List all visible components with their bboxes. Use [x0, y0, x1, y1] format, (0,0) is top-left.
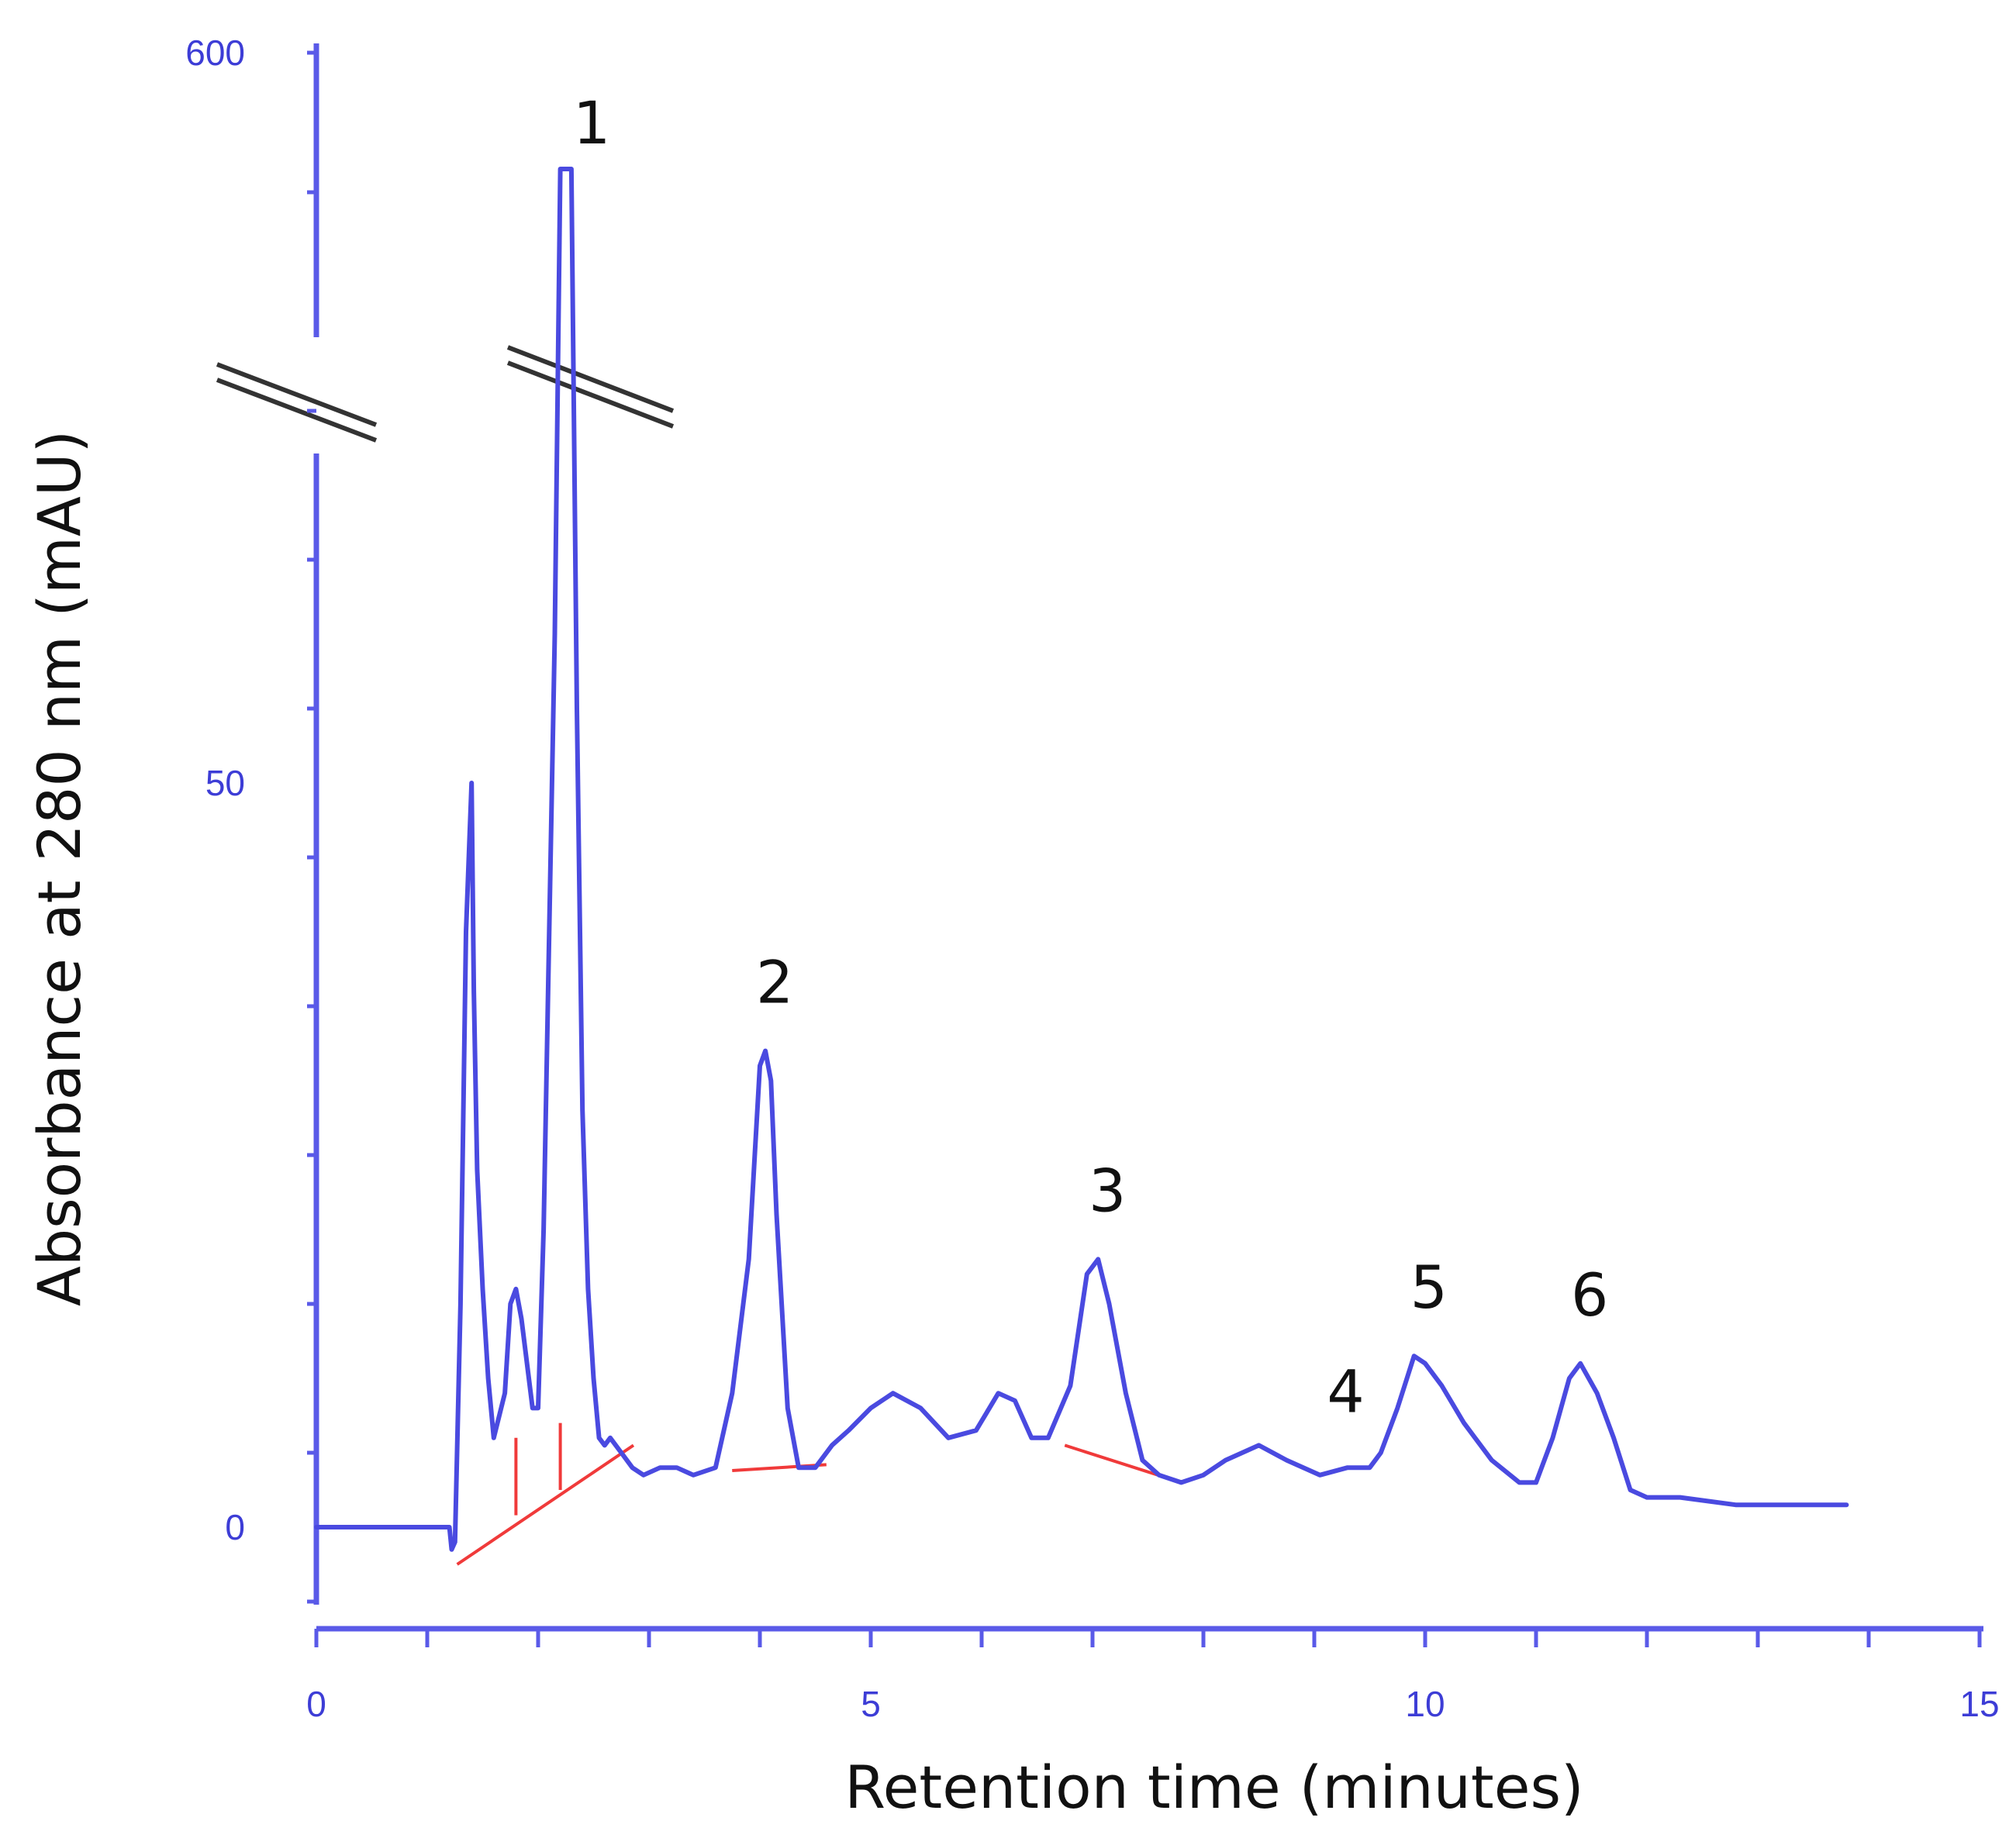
- peak-labels: 1 2 3 45 6: [573, 88, 1608, 1426]
- trace-layer: [314, 167, 1849, 1552]
- baseline-segment: [456, 1443, 635, 1566]
- peak-label: 1: [573, 88, 610, 157]
- chromatogram-trace: [314, 167, 1849, 1552]
- integration-baseline: [456, 1423, 1182, 1566]
- peak-label: 3: [1089, 1156, 1126, 1225]
- peak-label: 6: [1571, 1260, 1608, 1329]
- x-axis-title: Retention time (minutes): [844, 1753, 1583, 1822]
- axis-break-marks: [216, 345, 675, 443]
- x-tick-label: 5: [861, 1684, 881, 1724]
- peak-label: 2: [756, 948, 793, 1017]
- y-tick-label: 0: [225, 1507, 245, 1547]
- axes: [216, 43, 1983, 1632]
- y-tick-label: 600: [185, 33, 245, 73]
- peak-label: 5: [1410, 1253, 1448, 1322]
- x-tick-label: 15: [1959, 1684, 1999, 1724]
- y-ticks: 0 50 600: [185, 33, 316, 1604]
- peak-label: 4: [1327, 1357, 1364, 1426]
- x-tick-label: 10: [1405, 1684, 1445, 1724]
- x-ticks: 0 5 10 15: [306, 1629, 2000, 1724]
- x-tick-label: 0: [306, 1684, 326, 1724]
- axis-break-line: [216, 378, 378, 443]
- axis-break-line: [506, 360, 675, 429]
- y-tick-label: 50: [205, 763, 245, 803]
- y-axis-title: Absorbance at 280 nm (mAU): [25, 430, 94, 1306]
- axis-break-line: [216, 362, 378, 427]
- axis-break-line: [506, 345, 675, 413]
